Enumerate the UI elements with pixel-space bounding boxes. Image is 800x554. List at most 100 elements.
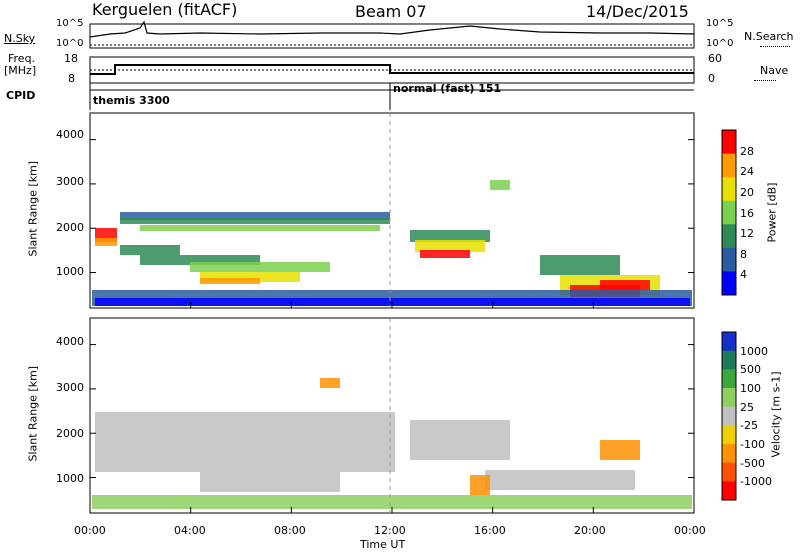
power-ytick-1000: 1000 bbox=[56, 265, 84, 278]
nsearch-label: N.Search bbox=[744, 30, 794, 43]
velocity-cell bbox=[485, 470, 635, 490]
power-cell bbox=[140, 225, 380, 231]
power-cell bbox=[490, 180, 510, 190]
velocity-cell bbox=[320, 378, 340, 388]
xtick-1: 04:00 bbox=[174, 524, 206, 537]
power-colorbar-tick: 28 bbox=[740, 144, 754, 158]
velocity-colorbar-segment bbox=[722, 462, 736, 482]
nsky-trace bbox=[89, 20, 695, 38]
nsky-tick-top: 10^5 bbox=[56, 18, 84, 29]
velocity-blobs bbox=[92, 378, 692, 509]
power-ytick-2000: 2000 bbox=[56, 221, 84, 234]
velocity-colorbar-tick: 1000 bbox=[740, 344, 768, 358]
velocity-colorbar bbox=[721, 331, 737, 501]
velocity-cell bbox=[410, 420, 510, 460]
nave-tick-top: 60 bbox=[708, 52, 722, 65]
power-panel bbox=[89, 112, 695, 309]
nsearch-tick-top: 10^5 bbox=[706, 18, 734, 29]
power-colorbar-segment bbox=[722, 130, 736, 155]
power-cell bbox=[140, 255, 260, 265]
power-colorbar-frame bbox=[721, 129, 737, 296]
power-colorbar-segment bbox=[722, 200, 736, 225]
nsky-tick-bottom: 10^0 bbox=[56, 38, 84, 49]
y-tick-marks bbox=[90, 139, 694, 479]
cpid-mode-2: normal (fast) 151 bbox=[393, 82, 502, 95]
power-colorbar-tick: 24 bbox=[740, 165, 754, 179]
velocity-colorbar-segment bbox=[722, 388, 736, 408]
velocity-colorbar-tick: 500 bbox=[740, 363, 761, 377]
velocity-colorbar-segment bbox=[722, 332, 736, 352]
power-colorbar-segment bbox=[722, 247, 736, 272]
vel-ylabel: Slant Range [km] bbox=[26, 365, 40, 462]
freq-label: Freq. bbox=[8, 52, 36, 65]
station-title: Kerguelen (fitACF) bbox=[92, 0, 238, 19]
power-cell bbox=[120, 218, 390, 224]
power-cell bbox=[410, 230, 490, 242]
power-colorbar-tick: 20 bbox=[740, 185, 754, 199]
velocity-colorbar-tick: -500 bbox=[740, 456, 765, 470]
velocity-colorbar-segment bbox=[722, 481, 736, 501]
xtick-3: 12:00 bbox=[374, 524, 406, 537]
velocity-colorbar-segment bbox=[722, 444, 736, 464]
power-colorbar-segment bbox=[722, 224, 736, 249]
nsearch-tick-bottom: 10^0 bbox=[706, 38, 734, 49]
freq-panel bbox=[89, 56, 695, 84]
velocity-panel bbox=[89, 317, 695, 514]
velocity-colorbar-segment bbox=[722, 350, 736, 370]
x-tick-marks bbox=[89, 302, 695, 513]
velocity-cell bbox=[470, 475, 490, 495]
cpid-mode-1: themis 3300 bbox=[93, 94, 170, 107]
date-title: 14/Dec/2015 bbox=[586, 2, 689, 21]
xtick-2: 08:00 bbox=[274, 524, 306, 537]
xtick-4: 16:00 bbox=[474, 524, 506, 537]
nave-legend-line bbox=[754, 80, 776, 81]
velocity-cell bbox=[600, 440, 640, 460]
power-cell bbox=[190, 262, 330, 272]
cpid-band bbox=[89, 83, 694, 110]
power-cell bbox=[600, 280, 650, 290]
velocity-colorbar-label: Velocity [m s-1] bbox=[769, 371, 783, 458]
vel-ytick-1000: 1000 bbox=[56, 472, 84, 485]
vel-ytick-2000: 2000 bbox=[56, 427, 84, 440]
freq-trace bbox=[90, 64, 694, 75]
power-cell bbox=[415, 240, 485, 252]
velocity-colorbar-tick: -100 bbox=[740, 438, 765, 451]
power-cell bbox=[420, 250, 470, 258]
nsky-label: N.Sky bbox=[4, 32, 36, 45]
freq-unit-label: [MHz] bbox=[4, 64, 37, 77]
nave-label: Nave bbox=[760, 64, 789, 77]
vel-ytick-4000: 4000 bbox=[56, 335, 84, 348]
power-cell bbox=[120, 212, 390, 220]
velocity-cell bbox=[92, 495, 692, 509]
xaxis-label: Time UT bbox=[360, 538, 406, 551]
velocity-colorbar-segment bbox=[722, 406, 736, 426]
velocity-colorbar-tick: -1000 bbox=[740, 475, 772, 489]
beam-title: Beam 07 bbox=[355, 2, 427, 21]
nsky-panel bbox=[89, 20, 695, 49]
velocity-colorbar-segment bbox=[722, 369, 736, 389]
velocity-colorbar-tick: 100 bbox=[740, 382, 761, 395]
xtick-6: 00:00 bbox=[674, 524, 706, 537]
power-colorbar-segment bbox=[722, 177, 736, 202]
nave-tick-bottom: 0 bbox=[708, 72, 715, 85]
velocity-colorbar-tick: -25 bbox=[740, 419, 758, 433]
xtick-0: 00:00 bbox=[74, 524, 106, 537]
power-colorbar-tick: 12 bbox=[740, 227, 754, 241]
power-colorbar-tick: 8 bbox=[740, 247, 747, 261]
velocity-cell bbox=[95, 412, 395, 472]
velocity-colorbar-tick: 25 bbox=[740, 400, 754, 414]
power-ytick-3000: 3000 bbox=[56, 175, 84, 188]
velocity-colorbar-segment bbox=[722, 425, 736, 445]
power-colorbar bbox=[721, 129, 737, 296]
xtick-5: 20:00 bbox=[574, 524, 606, 537]
freq-tick-top: 18 bbox=[64, 52, 78, 65]
power-colorbar-tick: 16 bbox=[740, 206, 754, 220]
power-cell bbox=[95, 238, 117, 246]
nsearch-legend-line bbox=[760, 46, 790, 47]
power-cell bbox=[540, 255, 620, 275]
power-colorbar-tick: 4 bbox=[740, 268, 747, 282]
power-ytick-4000: 4000 bbox=[56, 128, 84, 141]
power-colorbar-segment bbox=[722, 271, 736, 296]
power-cell bbox=[200, 278, 260, 284]
